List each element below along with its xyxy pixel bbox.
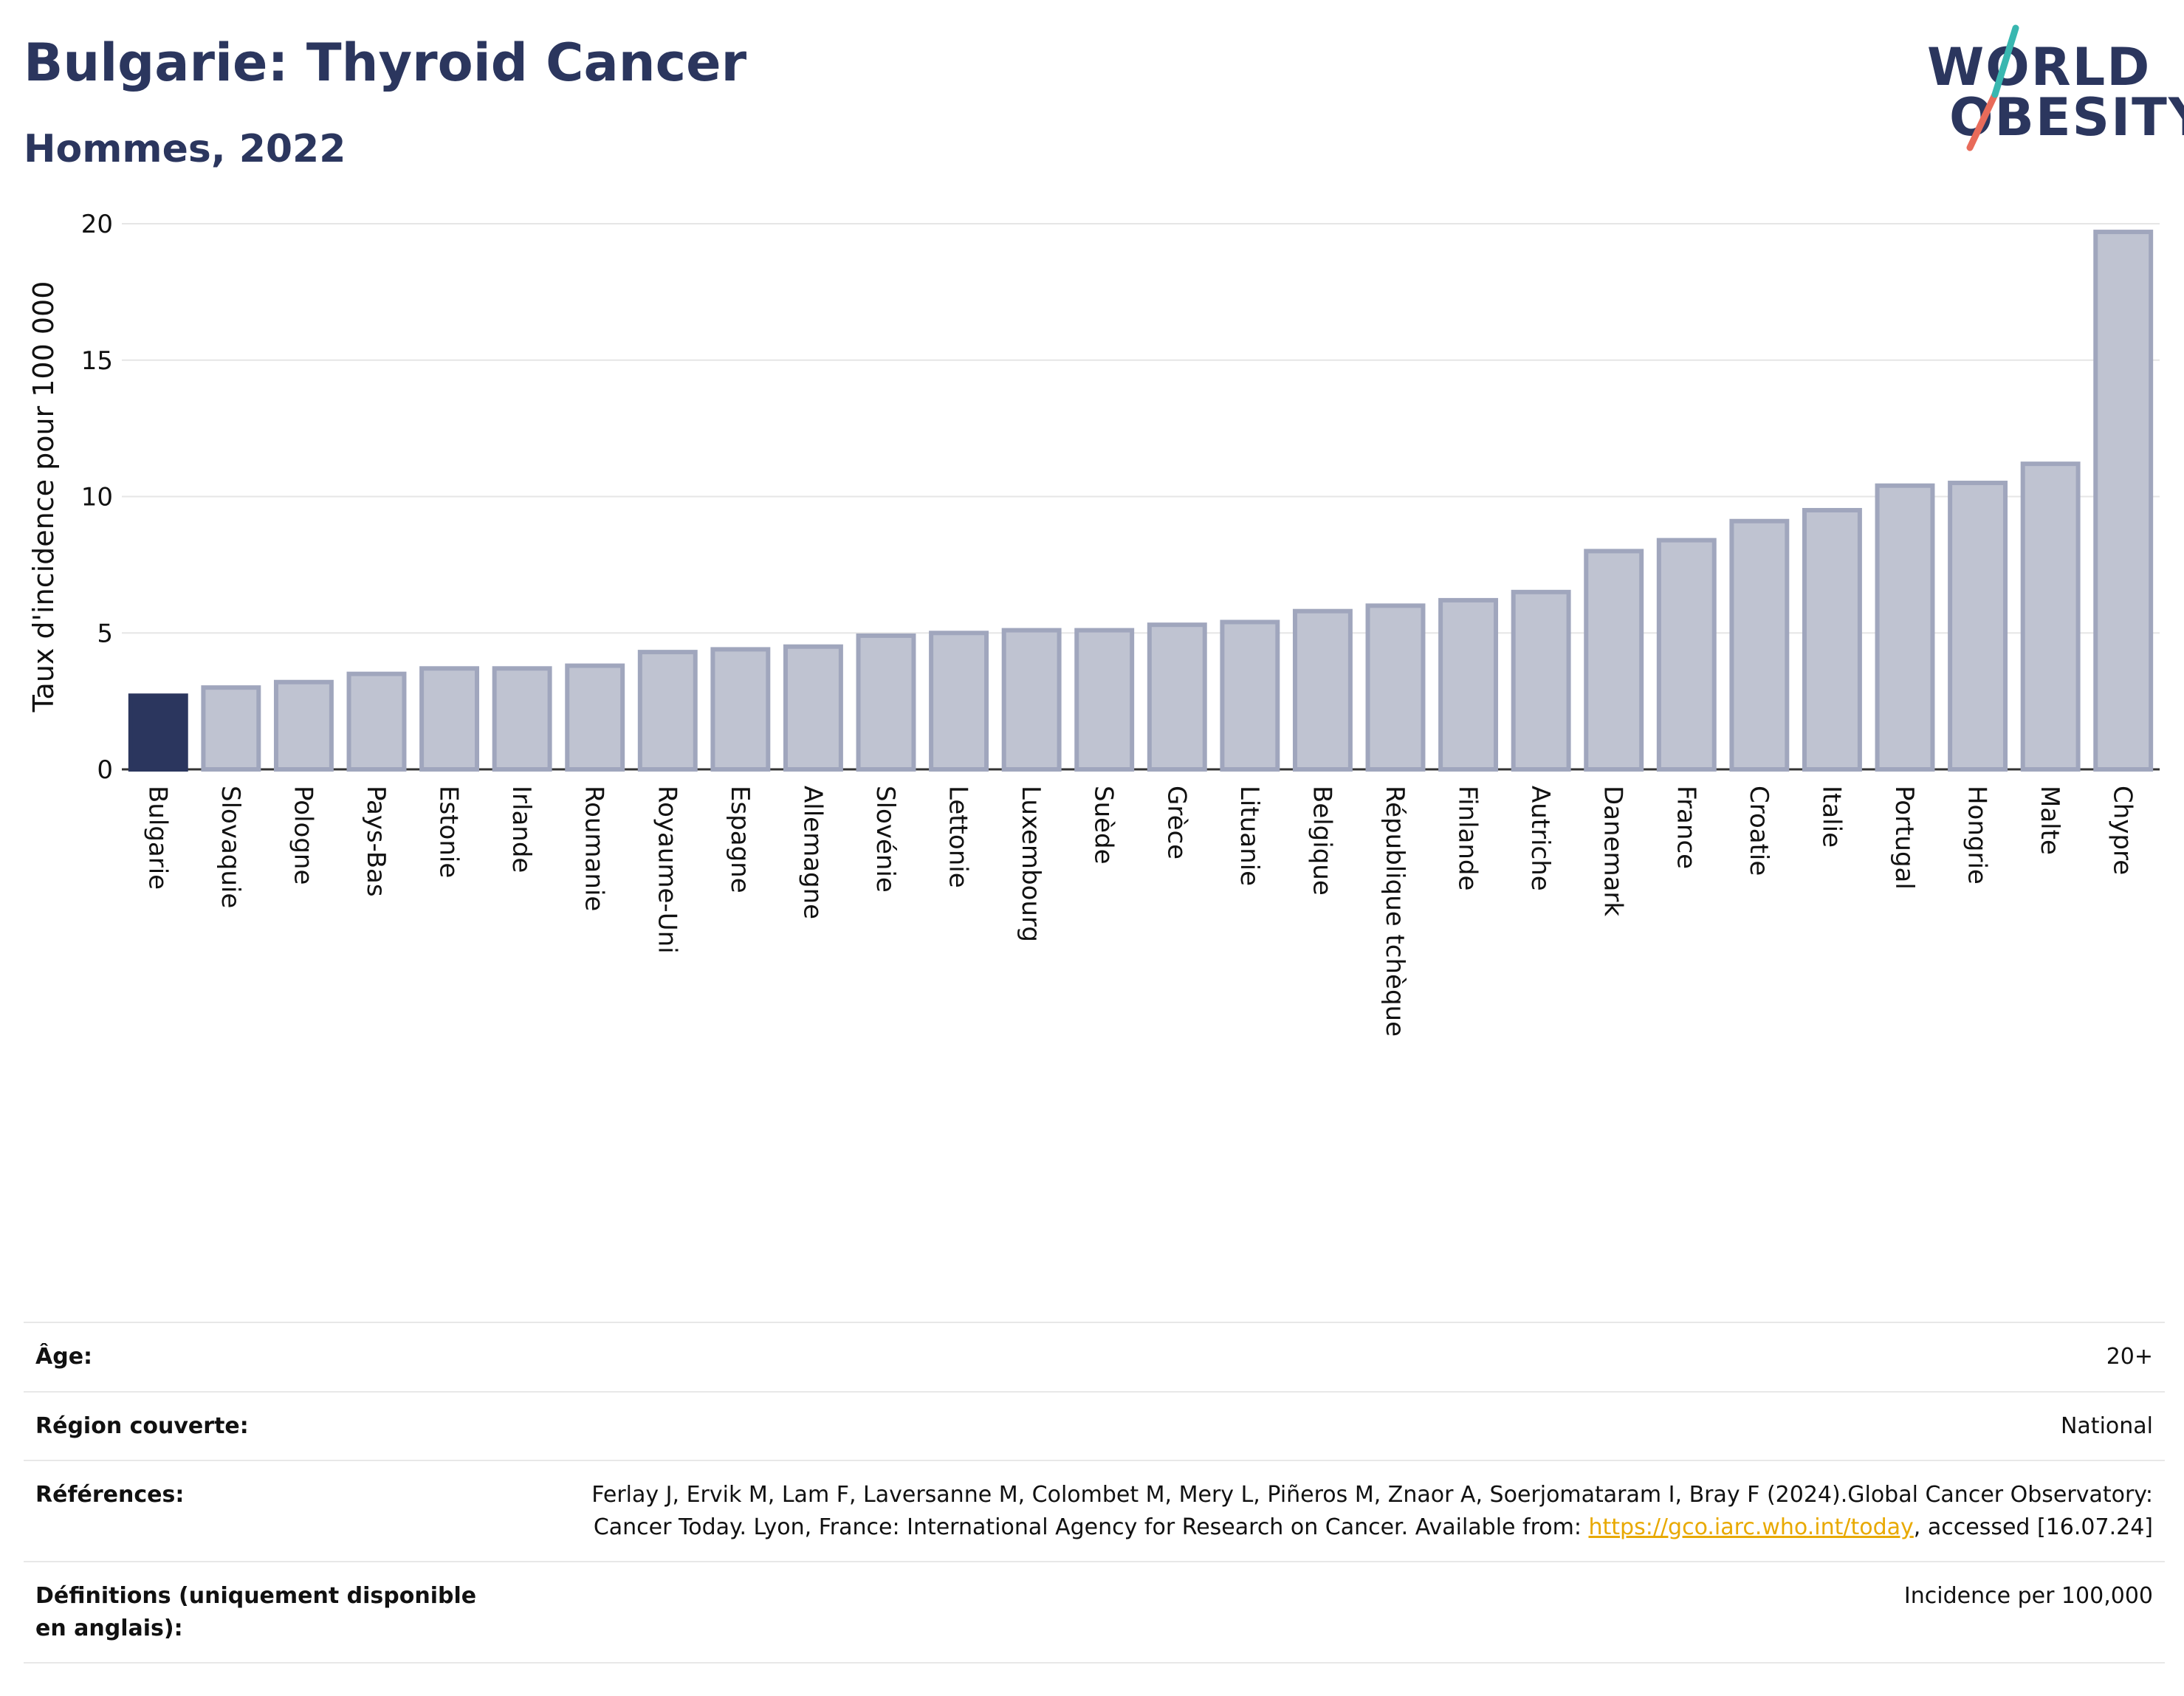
- bar-chart: 0 5 10 15 20 Bulgarie Slovaquie Pologne Pays-Ba…: [27, 210, 2160, 1037]
- meta-row-age: Âge: 20+: [24, 1322, 2165, 1391]
- x-tick-label: Croatie: [1744, 786, 1773, 876]
- x-tick-label: Espagne: [725, 786, 755, 893]
- bar-Portugal: [1875, 483, 1935, 772]
- metadata-table: Âge: 20+ Région couverte: National Référ…: [24, 1322, 2165, 1664]
- bar-Hongrie: [1948, 481, 2008, 772]
- meta-references-value: Ferlay J, Ervik M, Lam F, Laversanne M, …: [566, 1479, 2153, 1543]
- x-tick-label: Portugal: [1889, 786, 1919, 890]
- meta-row-references: Références: Ferlay J, Ervik M, Lam F, La…: [24, 1460, 2165, 1561]
- page-title: Bulgarie: Thyroid Cancer: [24, 32, 747, 93]
- bar-Slovénie: [856, 633, 916, 772]
- bar-Slovaquie: [201, 685, 261, 772]
- x-tick-label: France: [1671, 786, 1700, 869]
- x-tick-label: Roumanie: [580, 786, 609, 911]
- bar-Finlande: [1438, 597, 1499, 772]
- bar-Grèce: [1147, 622, 1207, 772]
- meta-region-label: Région couverte:: [35, 1412, 249, 1439]
- x-tick-label: Hongrie: [1962, 786, 1992, 885]
- bars: [128, 230, 2154, 772]
- bar-Estonie: [419, 666, 480, 772]
- bar-Lettonie: [929, 631, 989, 772]
- x-tick-label: Irlande: [506, 786, 536, 873]
- bar-Chypre: [2093, 230, 2154, 772]
- bar-Irlande: [492, 666, 552, 772]
- y-tick-label: 10: [81, 483, 113, 512]
- references-link[interactable]: https://gco.iarc.who.int/today: [1588, 1514, 1914, 1540]
- x-tick-label: Slovénie: [870, 786, 900, 893]
- x-tick-label: Suède: [1089, 786, 1119, 865]
- meta-age-label: Âge:: [35, 1344, 93, 1370]
- x-tick-label: Allemagne: [797, 786, 827, 919]
- meta-references-label: Références:: [35, 1482, 185, 1508]
- meta-definitions-label: Définitions (uniquement disponible en an…: [35, 1583, 477, 1641]
- x-tick-label: Malte: [2035, 786, 2064, 855]
- x-tick-label: Pologne: [288, 786, 317, 885]
- x-tick-label: Belgique: [1307, 786, 1336, 896]
- logo-slash-icon: [1966, 24, 2019, 151]
- x-labels: Bulgarie Slovaquie Pologne Pays-Bas Estonie I…: [142, 786, 2137, 1037]
- x-tick-label: Estonie: [434, 786, 464, 878]
- bar-Danemark: [1584, 549, 1644, 772]
- x-tick-label: Bulgarie: [142, 786, 172, 890]
- bar-Royaume-Uni: [637, 650, 698, 772]
- world-obesity-logo: WORLD OBESITY: [1927, 22, 2184, 155]
- x-tick-label: Chypre: [2108, 786, 2137, 875]
- bar-Lituanie: [1220, 619, 1280, 772]
- x-tick-label: Danemark: [1598, 786, 1628, 916]
- x-tick-label: Lettonie: [944, 786, 973, 888]
- y-tick-label: 5: [97, 619, 113, 648]
- x-tick-label: Slovaquie: [216, 786, 245, 908]
- y-tick-label: 15: [81, 346, 113, 376]
- bar-Italie: [1802, 507, 1862, 772]
- y-tick-label: 20: [81, 210, 113, 239]
- x-tick-label: Finlande: [1453, 786, 1483, 890]
- logo-line-1: WORLD: [1927, 37, 2152, 97]
- meta-row-region: Région couverte: National: [24, 1390, 2165, 1460]
- bar-Allemagne: [783, 644, 843, 772]
- x-tick-label: Royaume-Uni: [652, 786, 681, 954]
- x-tick-label: République tchèque: [1380, 786, 1409, 1037]
- x-tick-label: Grèce: [1161, 786, 1191, 859]
- y-ticks: 0 5 10 15 20: [81, 210, 113, 785]
- meta-age-value: 20+: [2106, 1344, 2153, 1370]
- bar-Croatie: [1729, 518, 1790, 772]
- bar-Luxembourg: [1001, 628, 1062, 772]
- references-accessed: , accessed [16.07.24]: [1913, 1514, 2153, 1540]
- bar-Bulgarie: [128, 693, 188, 772]
- y-axis-label: Taux d'incidence pour 100 000: [27, 281, 60, 713]
- references-text: Ferlay J, Ervik M, Lam F, Laversanne M, …: [591, 1482, 2153, 1540]
- x-tick-label: Lituanie: [1234, 786, 1264, 886]
- bar-Autriche: [1511, 589, 1571, 772]
- x-tick-label: Italie: [1816, 786, 1846, 848]
- bar-Espagne: [710, 647, 771, 772]
- bar-Pays-Bas: [346, 671, 407, 772]
- y-tick-label: 0: [97, 755, 113, 785]
- bar-Malte: [2020, 461, 2081, 772]
- meta-definitions-value: Incidence per 100,000: [1903, 1583, 2153, 1609]
- bar-Pologne: [273, 679, 334, 772]
- x-tick-label: Pays-Bas: [361, 786, 391, 897]
- bar-Suède: [1074, 628, 1135, 772]
- logo-line-2: OBESITY: [1949, 87, 2184, 148]
- x-tick-label: Luxembourg: [1016, 786, 1045, 942]
- bar-République tchèque: [1365, 603, 1426, 772]
- page-subtitle: Hommes, 2022: [24, 127, 346, 171]
- meta-row-definitions: Définitions (uniquement disponible en an…: [24, 1561, 2165, 1664]
- bar-France: [1656, 538, 1717, 772]
- bar-Roumanie: [565, 663, 625, 772]
- meta-region-value: National: [2060, 1412, 2153, 1439]
- x-tick-label: Autriche: [1525, 786, 1555, 891]
- bar-Belgique: [1292, 608, 1353, 772]
